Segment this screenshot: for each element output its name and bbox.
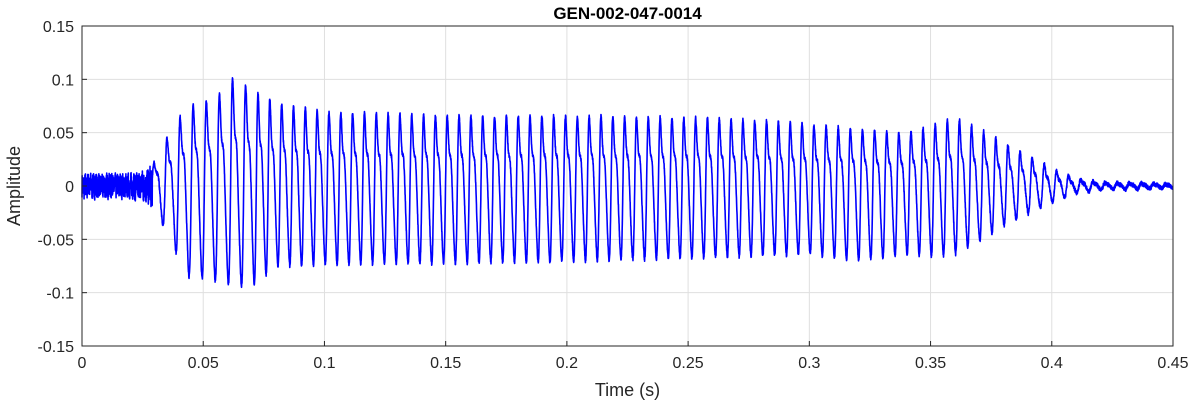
x-tick-label: 0.05 bbox=[188, 355, 219, 372]
waveform-line bbox=[81, 76, 1174, 289]
x-tick-label: 0.45 bbox=[1157, 355, 1188, 372]
x-tick-label: 0.4 bbox=[1041, 355, 1063, 372]
chart-title: GEN-002-047-0014 bbox=[553, 4, 702, 23]
y-tick-label: 0.05 bbox=[43, 126, 74, 143]
x-tick-label: 0.35 bbox=[915, 355, 946, 372]
y-tick-label: 0 bbox=[65, 179, 74, 196]
x-tick-label: 0.3 bbox=[798, 355, 820, 372]
x-tick-label: 0 bbox=[78, 355, 87, 372]
x-axis-label: Time (s) bbox=[595, 380, 660, 400]
y-tick-label: 0.15 bbox=[43, 19, 74, 36]
y-tick-label: 0.1 bbox=[52, 72, 74, 89]
series-layer bbox=[81, 76, 1174, 289]
y-tick-label: -0.05 bbox=[38, 232, 75, 249]
x-tick-label: 0.2 bbox=[556, 355, 578, 372]
y-axis-label: Amplitude bbox=[4, 146, 24, 226]
x-tick-label: 0.25 bbox=[673, 355, 704, 372]
x-tick-label: 0.1 bbox=[313, 355, 335, 372]
y-tick-label: -0.1 bbox=[46, 286, 74, 303]
x-tick-label: 0.15 bbox=[430, 355, 461, 372]
ticks: 0 0.05 0.1 0.15 0.2 0.25 0.3 0.35 0.4 0.45 -0.15 -0… bbox=[38, 19, 1189, 372]
y-tick-label: -0.15 bbox=[38, 339, 75, 356]
